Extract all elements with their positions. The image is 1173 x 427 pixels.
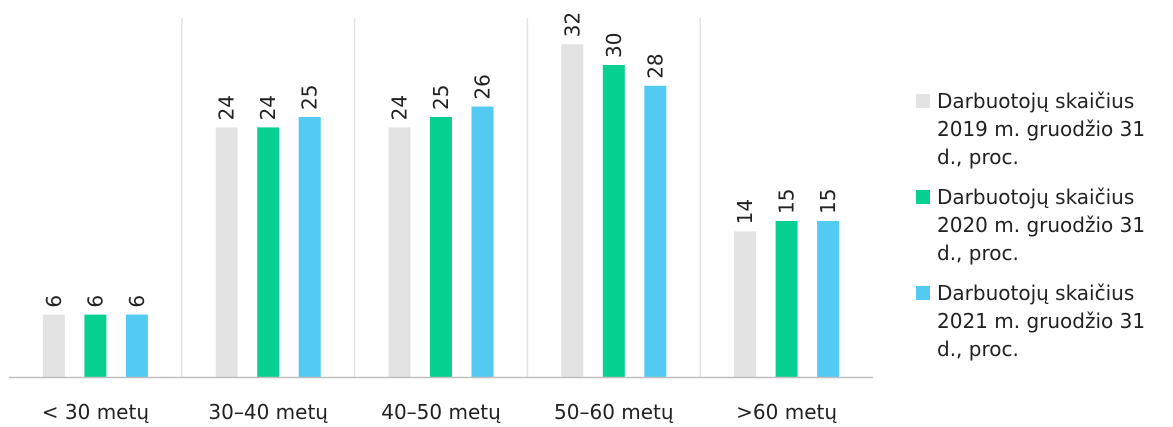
bar-under-30-2019	[42, 314, 65, 377]
bar-50-60-2019	[561, 44, 584, 377]
bar-30-40-2019	[215, 127, 238, 378]
bar-40-50-2021	[471, 106, 494, 377]
value-label-40-50-2019: 24	[388, 95, 412, 120]
legend-item-2021: Darbuotojų skaičius 2021 m. gruodžio 31 …	[913, 279, 1167, 363]
bar-40-50-2019	[388, 127, 411, 378]
bars-group	[42, 44, 840, 378]
bar-40-50-2020	[430, 117, 452, 377]
legend-swatch-2019	[916, 94, 930, 108]
legend-swatch-2021	[916, 286, 930, 300]
value-label-30-40-2020: 24	[256, 95, 280, 120]
legend-label-2020: Darbuotojų skaičius 2020 m. gruodžio 31 …	[937, 185, 1146, 265]
value-label-under-30-2020: 6	[83, 295, 107, 308]
bar-under-30-2020	[84, 314, 107, 377]
category-label-50-60: 50–60 metų	[554, 400, 674, 424]
bar-under-30-2021	[125, 314, 148, 377]
value-label-over-60-2021: 15	[816, 189, 840, 214]
bar-50-60-2020	[602, 65, 625, 377]
bar-over-60-2021	[817, 221, 840, 377]
category-label-40-50: 40–50 metų	[381, 400, 501, 424]
bar-30-40-2021	[298, 117, 321, 377]
category-separators	[181, 18, 701, 377]
value-label-over-60-2020: 15	[775, 189, 799, 214]
category-label-30-40: 30–40 metų	[208, 400, 328, 424]
category-label-under-30: < 30 metų	[42, 400, 150, 424]
legend-item-2020: Darbuotojų skaičius 2020 m. gruodžio 31 …	[913, 183, 1167, 267]
bar-30-40-2020	[257, 127, 280, 378]
value-label-40-50-2020: 25	[429, 85, 453, 110]
legend-label-2019: Darbuotojų skaičius 2019 m. gruodžio 31 …	[937, 89, 1146, 169]
value-label-under-30-2021: 6	[125, 295, 149, 308]
value-labels-group: 6 6 6 24 24 25 24 25 26 32 30 28 14 15 15	[42, 12, 840, 308]
legend-label-2021: Darbuotojų skaičius 2021 m. gruodžio 31 …	[937, 281, 1146, 361]
value-label-under-30-2019: 6	[42, 295, 66, 308]
category-labels-group: < 30 metų 30–40 metų 40–50 metų 50–60 metų >…	[42, 400, 838, 424]
category-label-over-60: >60 metų	[736, 400, 837, 424]
value-label-50-60-2021: 28	[643, 53, 667, 78]
value-label-30-40-2019: 24	[215, 95, 239, 120]
bar-50-60-2021	[644, 85, 667, 378]
legend-swatch-2020	[916, 190, 930, 204]
bar-over-60-2020	[775, 221, 798, 377]
legend-item-2019: Darbuotojų skaičius 2019 m. gruodžio 31 …	[913, 87, 1167, 171]
value-label-50-60-2019: 32	[560, 12, 584, 37]
bar-over-60-2019	[734, 231, 757, 377]
value-label-50-60-2020: 30	[602, 33, 626, 58]
value-label-30-40-2021: 25	[298, 85, 322, 110]
value-label-over-60-2019: 14	[733, 199, 757, 224]
legend: Darbuotojų skaičius 2019 m. gruodžio 31 …	[913, 87, 1168, 375]
value-label-40-50-2021: 26	[471, 74, 495, 99]
